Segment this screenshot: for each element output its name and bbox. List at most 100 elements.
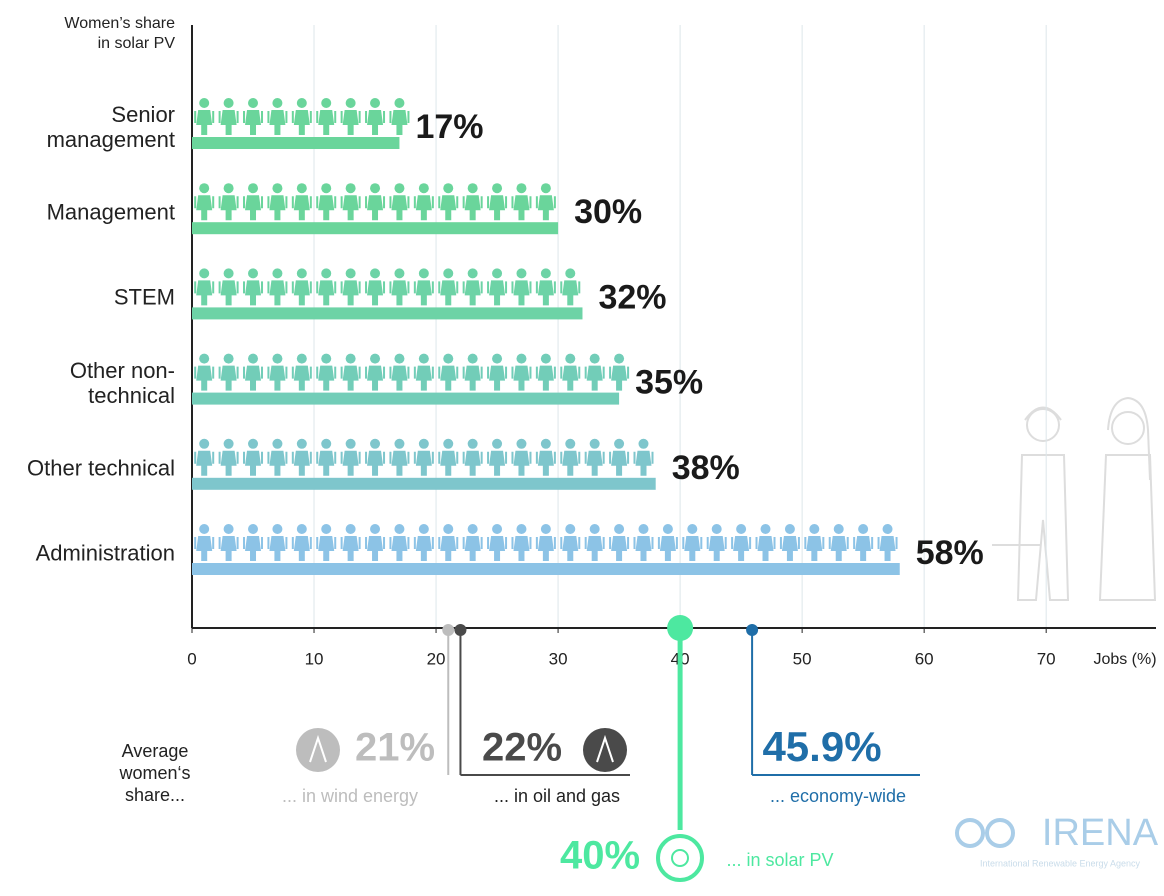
person-head: [516, 353, 527, 364]
value-label: 17%: [415, 108, 483, 146]
person-body: [243, 195, 264, 221]
person-head: [418, 268, 429, 279]
person-body: [438, 536, 459, 561]
person-head: [199, 268, 210, 279]
person-body: [194, 110, 215, 135]
average-icon-glyph: [596, 734, 614, 763]
person-body: [438, 280, 459, 306]
person-body: [804, 536, 825, 561]
person-head: [589, 524, 600, 534]
person-body: [316, 195, 337, 221]
person-body: [389, 450, 410, 476]
person-head: [321, 268, 332, 279]
person-head: [321, 98, 332, 108]
person-body: [267, 280, 288, 306]
person-head: [223, 438, 234, 449]
person-body: [511, 195, 532, 221]
average-icon: [583, 728, 627, 772]
person-head: [492, 524, 503, 534]
person-head: [199, 353, 210, 364]
category-label: Other non-technical: [69, 357, 175, 408]
person-head: [394, 268, 405, 279]
person-body: [194, 365, 215, 391]
person-body: [243, 450, 264, 476]
x-tick-label: 0: [187, 649, 196, 668]
person-body: [462, 450, 483, 476]
person-body: [511, 280, 532, 306]
person-body: [340, 110, 361, 135]
person-head: [565, 353, 576, 364]
person-head: [223, 268, 234, 279]
person-head: [443, 183, 454, 194]
person-body: [511, 536, 532, 561]
person-head: [565, 268, 576, 279]
person-icons: [194, 183, 556, 221]
person-body: [584, 450, 605, 476]
person-body: [462, 280, 483, 306]
person-body: [316, 365, 337, 391]
person-body: [340, 536, 361, 561]
person-head: [199, 98, 210, 108]
average-marker: [746, 624, 759, 636]
average-marker: [667, 615, 694, 641]
person-body: [462, 365, 483, 391]
person-head: [418, 438, 429, 449]
person-body: [633, 450, 654, 476]
bar: [192, 563, 900, 575]
person-head: [272, 183, 283, 194]
person-body: [438, 450, 459, 476]
person-head: [784, 524, 795, 534]
person-body: [487, 536, 508, 561]
person-head: [467, 438, 478, 449]
person-body: [267, 110, 288, 135]
logo: IRENA International Renewable Energy Age…: [955, 812, 1159, 868]
person-head: [662, 524, 673, 534]
person-head: [248, 268, 259, 279]
person-head: [565, 438, 576, 449]
value-label: 30%: [574, 193, 642, 231]
person-head: [443, 268, 454, 279]
person-body: [413, 536, 434, 561]
x-tick-label: 10: [305, 649, 324, 668]
x-tick-label: 30: [549, 649, 568, 668]
person-body: [218, 280, 239, 306]
person-head: [638, 438, 649, 449]
person-body: [340, 365, 361, 391]
person-head: [321, 353, 332, 364]
person-body: [243, 280, 264, 306]
person-body: [487, 450, 508, 476]
person-head: [492, 438, 503, 449]
person-head: [370, 524, 381, 534]
person-head: [614, 524, 625, 534]
person-head: [199, 524, 210, 534]
person-head: [418, 524, 429, 534]
person-body: [438, 195, 459, 221]
person-head: [370, 183, 381, 194]
person-body: [584, 536, 605, 561]
logo-subtext: International Renewable Energy Agency: [980, 858, 1141, 868]
person-body: [194, 195, 215, 221]
person-body: [389, 110, 410, 135]
person-head: [492, 268, 503, 279]
person-head: [223, 353, 234, 364]
person-head: [296, 524, 307, 534]
person-head: [589, 438, 600, 449]
person-head: [614, 438, 625, 449]
average-name: ... economy-wide: [770, 786, 906, 806]
person-head: [223, 183, 234, 194]
person-head: [467, 268, 478, 279]
person-head: [492, 353, 503, 364]
person-head: [687, 524, 698, 534]
person-head: [345, 268, 356, 279]
person-body: [365, 536, 386, 561]
average-value-label: 45.9%: [762, 723, 881, 770]
person-head: [272, 353, 283, 364]
person-body: [609, 365, 630, 391]
person-head: [199, 438, 210, 449]
bar: [192, 222, 559, 235]
person-body: [389, 195, 410, 221]
person-head: [223, 98, 234, 108]
bar: [192, 477, 656, 490]
person-head: [248, 353, 259, 364]
